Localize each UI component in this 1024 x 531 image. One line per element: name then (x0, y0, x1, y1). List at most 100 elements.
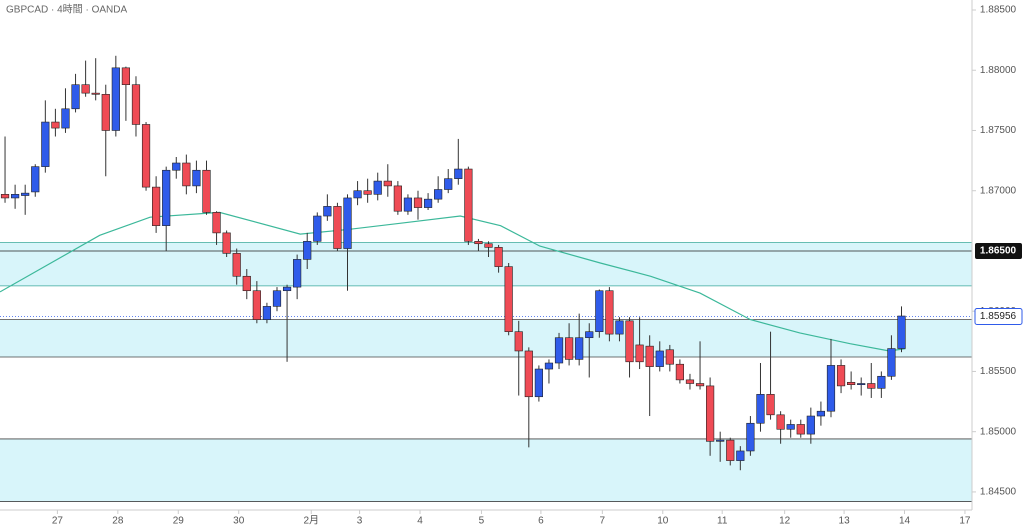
candle-body (363, 190, 372, 195)
candle-body (91, 92, 100, 95)
x-tick-label: 30 (233, 516, 245, 527)
candle-body (192, 169, 201, 187)
candle-body (474, 241, 483, 245)
candle-body (595, 290, 604, 332)
candle-body (746, 422, 755, 452)
y-tick-label: 1.87500 (980, 125, 1017, 136)
x-tick-label: 6 (538, 516, 544, 527)
last-price-label: 1.85956 (980, 311, 1017, 322)
candle-body (706, 385, 715, 442)
candle-body (877, 375, 886, 389)
candle-body (71, 84, 80, 110)
candle-body (152, 186, 161, 226)
candle-body (101, 94, 110, 131)
candle-body (11, 194, 20, 199)
candle-body (353, 190, 362, 199)
candle-body (454, 168, 463, 179)
candle-body (232, 253, 241, 277)
y-tick-label: 1.88500 (980, 5, 1017, 16)
moving-average (0, 211, 906, 352)
x-tick-label: 28 (112, 516, 124, 527)
candle-body (464, 168, 473, 242)
candle-body (685, 379, 695, 384)
candle-body (504, 266, 513, 332)
labels: 1.885001.880001.875001.870001.860001.855… (52, 5, 1023, 527)
candle-body (222, 232, 231, 254)
candle-body (524, 350, 533, 398)
chart-title: GBPCAD · 4時間 · OANDA (6, 4, 127, 16)
candle-body (776, 414, 785, 430)
candle-body (494, 247, 503, 267)
zone (0, 242, 972, 286)
x-tick-label: 4 (417, 516, 423, 527)
last-price-box (974, 308, 1023, 326)
candle-body (897, 315, 906, 349)
candle-body (182, 162, 191, 187)
candle-body (282, 286, 292, 292)
candle-body (564, 337, 574, 360)
candle-body (41, 121, 50, 167)
zones (0, 242, 972, 502)
x-tick-label: 17 (959, 516, 971, 527)
y-tick-label: 1.84500 (980, 487, 1017, 498)
candle-body (262, 306, 272, 320)
candle-body (806, 415, 815, 435)
candle-body (293, 259, 302, 288)
x-tick-label: 29 (173, 516, 185, 527)
candle-body (212, 212, 221, 234)
candle-body (847, 381, 856, 385)
candle-body (756, 394, 765, 424)
candle-body (343, 197, 352, 249)
x-tick-label: 10 (657, 516, 669, 527)
candle-body (202, 169, 211, 213)
candle-body (675, 363, 684, 381)
candle-body (172, 162, 181, 171)
candle-body (816, 410, 826, 417)
candle-body (111, 67, 120, 131)
candle-body (162, 169, 171, 226)
candle-body (605, 290, 614, 335)
candle-body (887, 348, 896, 377)
candle-body (81, 84, 90, 94)
candle-body (272, 290, 282, 307)
y-tick-label: 1.88000 (980, 65, 1017, 76)
candle-body (575, 337, 584, 360)
x-tick-label: 7 (600, 516, 606, 527)
x-tick-label: 13 (839, 516, 851, 527)
candle-body (716, 439, 725, 442)
candle-body (625, 320, 634, 363)
x-tick-label: 5 (479, 516, 485, 527)
candle-body (645, 345, 654, 367)
candle-body (655, 350, 664, 367)
candle-body (796, 424, 805, 435)
candle-body (484, 243, 493, 248)
candle-body (252, 290, 261, 320)
candle-body (726, 439, 735, 461)
x-tick-label: 2月 (303, 515, 319, 527)
candle-body (393, 185, 402, 212)
candle-body (786, 424, 795, 430)
grid (56, 9, 976, 514)
y-tick-label: 1.85500 (980, 366, 1017, 377)
candle-body (635, 344, 644, 363)
candle-body (31, 166, 40, 193)
candle-body (313, 215, 322, 242)
candle-body (766, 394, 775, 416)
candle-body (826, 365, 836, 412)
candle-body (444, 178, 453, 190)
zone (0, 438, 972, 502)
candle-body (303, 241, 312, 260)
candles (0, 55, 906, 471)
candle-body (534, 368, 543, 398)
candle-body (403, 197, 413, 212)
x-tick-label: 14 (899, 516, 911, 527)
level-label: 1.86500 (980, 246, 1017, 257)
candle-body (21, 192, 30, 196)
candle-body (665, 349, 674, 365)
candle-body (51, 121, 60, 129)
candle-body (615, 320, 624, 335)
y-tick-label: 1.87000 (980, 185, 1017, 196)
candle-body (242, 275, 251, 292)
candle-body (857, 383, 866, 385)
